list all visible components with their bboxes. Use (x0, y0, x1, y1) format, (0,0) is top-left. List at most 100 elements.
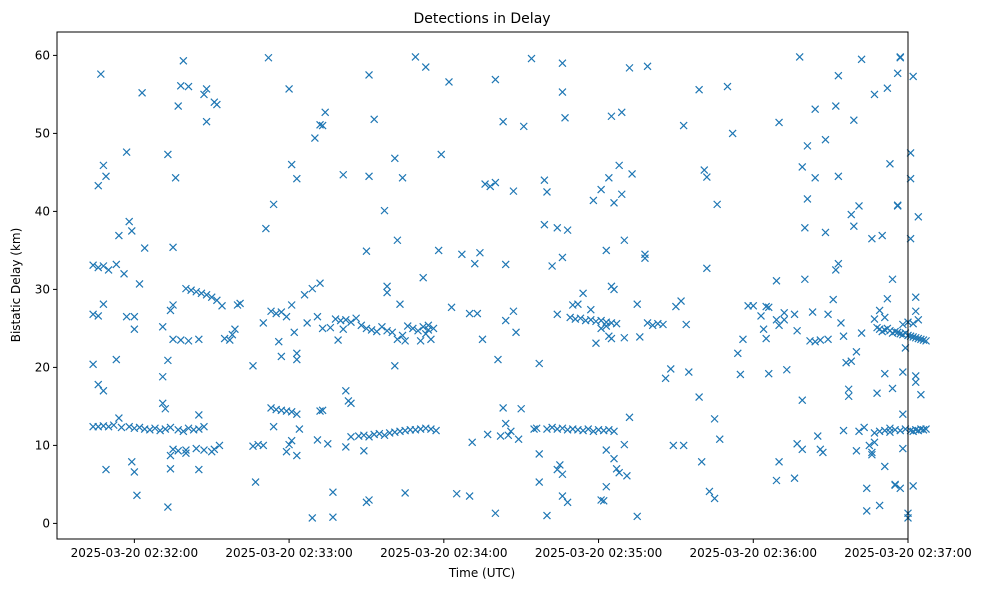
data-point (566, 313, 575, 322)
data-point (535, 450, 544, 458)
data-point (169, 301, 177, 309)
data-point (682, 320, 691, 329)
data-point (909, 72, 918, 81)
data-point (862, 506, 871, 515)
data-point (911, 333, 920, 342)
data-point (509, 307, 518, 316)
data-point (329, 513, 337, 522)
data-point (612, 464, 621, 473)
data-point (911, 372, 920, 380)
data-point (702, 264, 711, 273)
data-point (220, 334, 229, 343)
data-point (916, 390, 925, 399)
data-point (824, 310, 832, 319)
y-tick-label: 0 (42, 516, 50, 530)
data-point (174, 446, 183, 455)
y-axis-label: Bistatic Delay (km) (9, 228, 23, 343)
data-point (259, 319, 268, 327)
data-point (145, 425, 154, 434)
data-point (375, 429, 384, 438)
data-point (610, 427, 618, 436)
data-point (530, 425, 539, 433)
data-point (553, 465, 562, 474)
data-point (163, 356, 172, 365)
data-point (94, 181, 103, 190)
data-point (916, 335, 925, 344)
data-point (625, 413, 634, 422)
data-point (880, 369, 889, 378)
data-point (99, 161, 108, 170)
data-point (922, 336, 930, 345)
data-point (584, 425, 593, 433)
data-point (496, 432, 505, 440)
y-tick-label: 50 (35, 126, 50, 140)
data-point (470, 259, 479, 268)
data-point (602, 322, 611, 330)
data-point (112, 355, 121, 364)
data-point (643, 62, 652, 71)
y-tick-label: 60 (35, 48, 50, 62)
data-point (218, 301, 226, 310)
data-point (285, 440, 294, 449)
data-point (867, 448, 876, 457)
data-point (700, 166, 709, 174)
data-point (282, 447, 291, 456)
data-point (352, 314, 361, 323)
data-point (813, 432, 822, 440)
data-point (847, 357, 856, 366)
data-point (762, 302, 771, 311)
data-point (125, 422, 134, 431)
data-point (543, 425, 551, 433)
data-point (127, 226, 136, 235)
data-point (628, 170, 636, 178)
data-point (393, 335, 402, 344)
data-point (473, 309, 482, 318)
data-point (194, 335, 203, 344)
data-point (182, 284, 190, 293)
data-point (501, 316, 510, 325)
data-point (434, 246, 443, 255)
data-point (589, 427, 598, 436)
data-point (316, 407, 324, 416)
data-point (563, 226, 572, 235)
data-point (398, 173, 407, 182)
x-axis: 2025-03-20 02:32:00 2025-03-20 02:33:00 20… (71, 539, 972, 560)
data-point (875, 306, 884, 315)
data-point (679, 441, 688, 450)
data-point (576, 314, 585, 323)
data-point (122, 148, 131, 157)
data-point (865, 441, 874, 450)
data-point (586, 305, 595, 314)
data-point (259, 441, 268, 450)
data-point (839, 332, 848, 341)
data-point (429, 324, 438, 333)
data-point (891, 481, 900, 490)
data-point (176, 81, 185, 90)
data-point (558, 253, 567, 262)
data-point (875, 501, 884, 510)
data-point (898, 444, 907, 453)
data-point (396, 300, 404, 309)
data-point (532, 424, 541, 433)
data-point (610, 454, 618, 463)
data-point (135, 423, 144, 432)
data-point (174, 102, 183, 111)
data-point (426, 425, 435, 433)
data-point (713, 200, 722, 209)
data-point (602, 446, 611, 455)
data-point (659, 320, 667, 329)
data-point (499, 117, 508, 126)
data-point (215, 441, 224, 450)
data-point (641, 250, 649, 259)
data-point (839, 426, 848, 435)
x-tick-label: 2025-03-20 02:33:00 (225, 546, 352, 560)
data-point (870, 315, 879, 323)
data-point (112, 260, 121, 269)
x-tick-label: 2025-03-20 02:34:00 (380, 546, 507, 560)
data-point (339, 170, 348, 179)
data-point (555, 460, 564, 469)
data-point (225, 336, 234, 345)
data-point (886, 159, 894, 168)
data-point (133, 491, 141, 500)
data-point (334, 336, 343, 345)
